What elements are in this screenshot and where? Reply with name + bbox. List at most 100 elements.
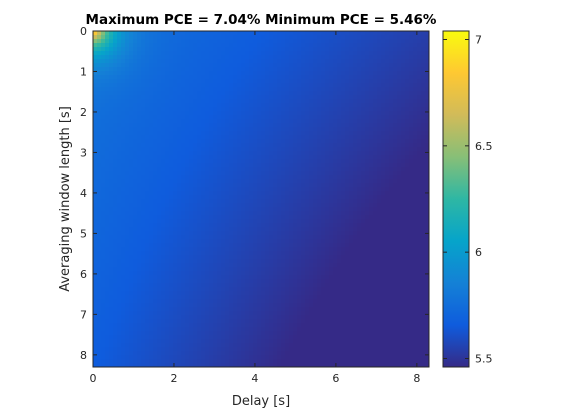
heatmap-cell xyxy=(313,343,318,348)
heatmap-cell xyxy=(313,351,318,356)
heatmap-cell xyxy=(309,151,314,156)
heatmap-cell xyxy=(173,311,178,316)
heatmap-cell xyxy=(161,355,166,360)
heatmap-cell xyxy=(293,87,298,92)
heatmap-cell xyxy=(117,271,122,276)
heatmap-cell xyxy=(165,175,170,180)
heatmap-cell xyxy=(317,31,322,36)
heatmap-cell xyxy=(297,127,302,132)
heatmap-cell xyxy=(269,251,274,256)
heatmap-cell xyxy=(189,111,194,116)
heatmap-cell xyxy=(181,267,186,272)
heatmap-cell xyxy=(137,155,142,160)
heatmap-cell xyxy=(269,119,274,124)
heatmap-cell xyxy=(257,135,262,140)
heatmap-cell xyxy=(221,55,226,60)
heatmap-cell xyxy=(245,75,250,80)
heatmap-cell xyxy=(201,271,206,276)
heatmap-cell xyxy=(185,311,190,316)
heatmap-cell xyxy=(245,243,250,248)
heatmap-cell xyxy=(101,143,106,148)
heatmap-cell xyxy=(101,235,106,240)
heatmap-cell xyxy=(125,99,130,104)
heatmap-cell xyxy=(93,63,98,68)
heatmap-cell xyxy=(265,103,270,108)
heatmap-cell xyxy=(113,143,118,148)
heatmap-cell xyxy=(269,39,274,44)
heatmap-cell xyxy=(321,51,326,56)
heatmap-cell xyxy=(113,335,118,340)
heatmap-cell xyxy=(289,291,294,296)
heatmap-cell xyxy=(249,247,254,252)
heatmap-cell xyxy=(173,263,178,268)
heatmap-cell xyxy=(289,319,294,324)
heatmap-cell xyxy=(241,95,246,100)
heatmap-cell xyxy=(165,195,170,200)
heatmap-cell xyxy=(325,295,330,300)
heatmap-cell xyxy=(213,51,218,56)
heatmap-cell xyxy=(113,203,118,208)
heatmap-cell xyxy=(121,47,126,52)
heatmap-cell xyxy=(197,243,202,248)
heatmap-cell xyxy=(293,163,298,168)
heatmap-cell xyxy=(193,99,198,104)
heatmap-cell xyxy=(317,155,322,160)
heatmap-cell xyxy=(225,231,230,236)
heatmap-cell xyxy=(149,343,154,348)
heatmap-cell xyxy=(177,107,182,112)
heatmap-cell xyxy=(325,83,330,88)
heatmap-cell xyxy=(277,187,282,192)
heatmap-cell xyxy=(245,159,250,164)
heatmap-cell xyxy=(213,43,218,48)
heatmap-cell xyxy=(101,91,106,96)
heatmap-cell xyxy=(253,347,258,352)
heatmap-cell xyxy=(225,59,230,64)
heatmap-cell xyxy=(193,291,198,296)
heatmap-cell xyxy=(117,343,122,348)
heatmap-cell xyxy=(133,251,138,256)
heatmap-cell xyxy=(97,151,102,156)
heatmap-cell xyxy=(281,311,286,316)
heatmap-cell xyxy=(105,267,110,272)
heatmap-cell xyxy=(121,59,126,64)
heatmap-cell xyxy=(185,147,190,152)
heatmap-cell xyxy=(217,47,222,52)
heatmap-cell xyxy=(189,323,194,328)
heatmap-cell xyxy=(181,171,186,176)
heatmap-cell xyxy=(125,167,130,172)
heatmap-cell xyxy=(133,227,138,232)
heatmap-cell xyxy=(141,363,146,368)
heatmap-cell xyxy=(121,55,126,60)
heatmap-cell xyxy=(309,75,314,80)
heatmap-cell xyxy=(109,147,114,152)
heatmap-cell xyxy=(293,107,298,112)
heatmap-cell xyxy=(253,335,258,340)
heatmap-cell xyxy=(265,83,270,88)
heatmap-cell xyxy=(101,175,106,180)
heatmap-cell xyxy=(237,211,242,216)
heatmap-cell xyxy=(221,35,226,40)
heatmap-cell xyxy=(133,171,138,176)
heatmap-cell xyxy=(173,55,178,60)
heatmap-cell xyxy=(317,263,322,268)
heatmap-cell xyxy=(145,351,150,356)
heatmap-cell xyxy=(229,223,234,228)
heatmap-cell xyxy=(145,39,150,44)
heatmap-cell xyxy=(117,347,122,352)
heatmap-cell xyxy=(185,31,190,36)
heatmap-cell xyxy=(121,111,126,116)
heatmap-cell xyxy=(133,135,138,140)
heatmap-cell xyxy=(177,323,182,328)
heatmap-cell xyxy=(217,211,222,216)
heatmap-cell xyxy=(313,127,318,132)
heatmap-cell xyxy=(93,39,98,44)
heatmap-cell xyxy=(193,115,198,120)
heatmap-cell xyxy=(189,67,194,72)
heatmap-cell xyxy=(269,171,274,176)
heatmap-cell xyxy=(105,335,110,340)
heatmap-cell xyxy=(193,355,198,360)
heatmap-cell xyxy=(305,55,310,60)
heatmap-cell xyxy=(177,187,182,192)
heatmap-cell xyxy=(149,215,154,220)
heatmap-cell xyxy=(229,315,234,320)
